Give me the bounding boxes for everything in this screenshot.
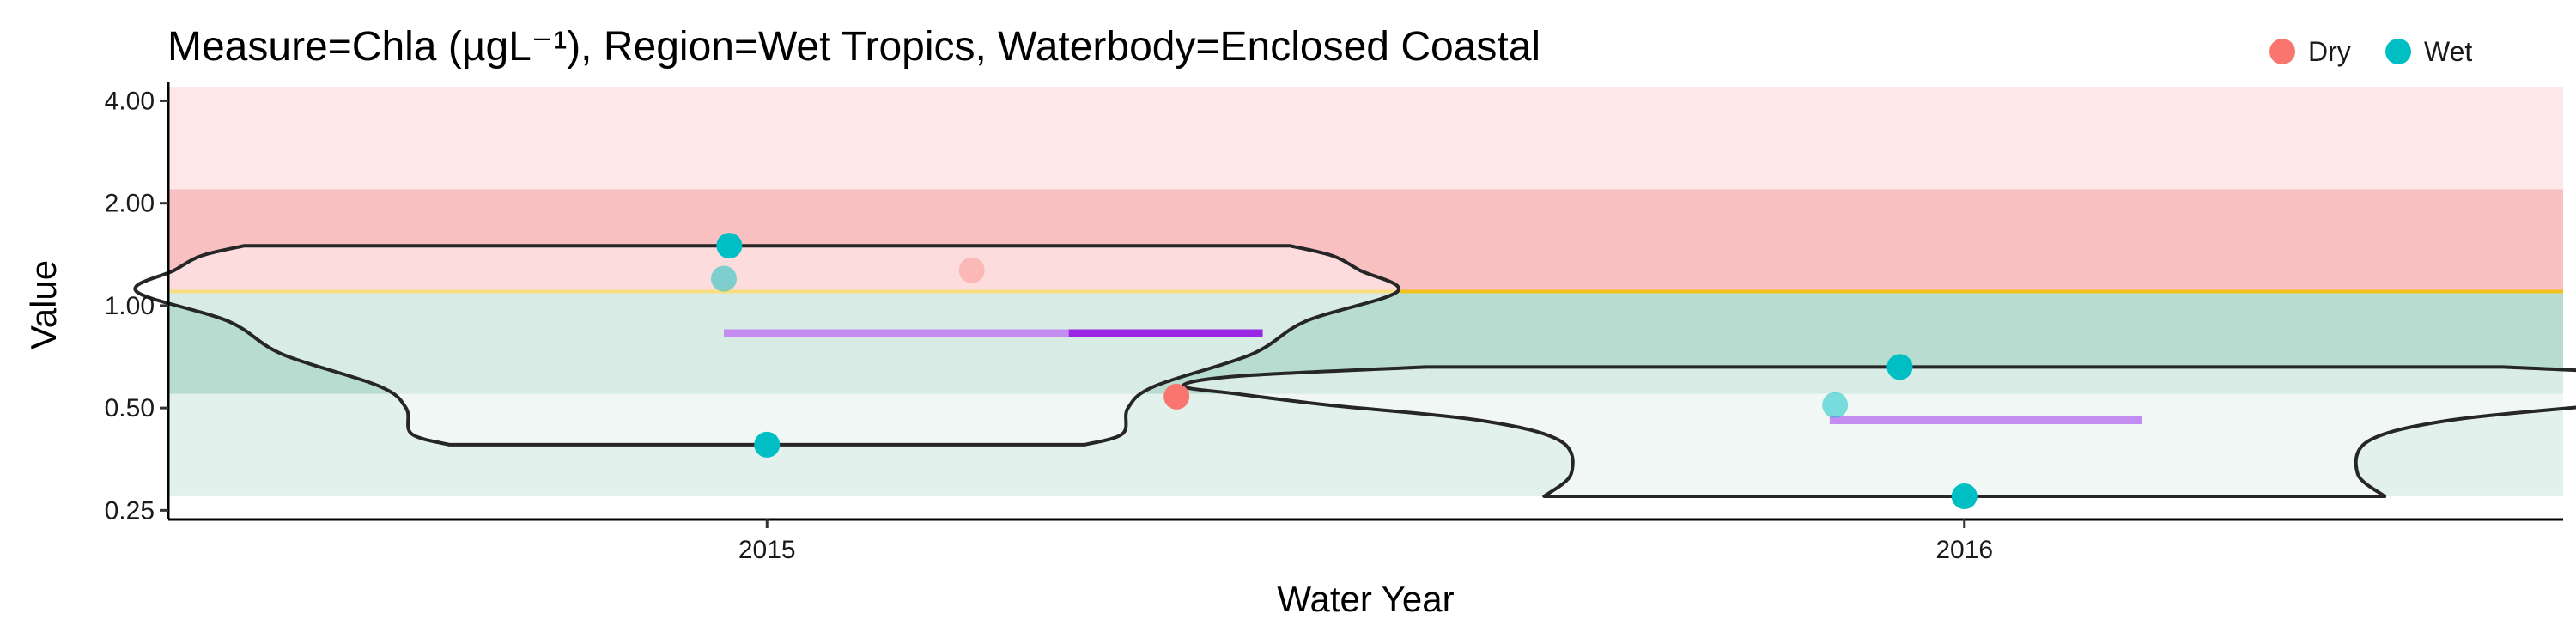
chart-title: Measure=Chla (µgL⁻¹), Region=Wet Tropics… xyxy=(167,24,1540,70)
x-axis-title: Water Year xyxy=(1277,579,1454,619)
y-tick-label: 2.00 xyxy=(105,190,155,218)
point-wet-6 xyxy=(1951,483,1978,509)
x-axis-ticks: 2015 2016 xyxy=(738,519,1993,564)
x-tick-label: 2016 xyxy=(1935,536,1993,564)
point-wet-4 xyxy=(1822,392,1849,418)
violins xyxy=(133,244,2576,498)
violin-2016 xyxy=(1181,365,2576,498)
legend-label-wet: Wet xyxy=(2424,36,2472,67)
point-wet-3 xyxy=(754,431,781,458)
legend-label-dry: Dry xyxy=(2308,36,2351,67)
legend-key-wet xyxy=(2385,39,2411,64)
median-lines xyxy=(724,329,2142,424)
x-tick-label: 2015 xyxy=(738,536,796,564)
threshold-bands xyxy=(168,87,2563,496)
y-tick-label: 0.25 xyxy=(105,496,155,525)
legend: Dry Wet xyxy=(2269,36,2472,67)
y-tick-label: 1.00 xyxy=(105,292,155,320)
point-wet-5 xyxy=(1886,354,1913,380)
point-dry-2 xyxy=(1163,383,1190,410)
threshold-band-2 xyxy=(168,291,2563,394)
point-wet-1 xyxy=(711,265,738,292)
y-tick-label: 4.00 xyxy=(105,87,155,115)
violin-2015 xyxy=(133,244,1401,447)
y-tick-label: 0.50 xyxy=(105,394,155,422)
y-axis-ticks: 0.25 0.50 1.00 2.00 4.00 xyxy=(105,87,168,525)
threshold-band-4 xyxy=(168,87,2563,190)
data-points xyxy=(711,233,1978,509)
point-dry-1 xyxy=(958,257,985,283)
legend-key-dry xyxy=(2269,39,2295,64)
y-axis-title: Value xyxy=(23,260,64,349)
point-wet-2 xyxy=(716,233,743,259)
